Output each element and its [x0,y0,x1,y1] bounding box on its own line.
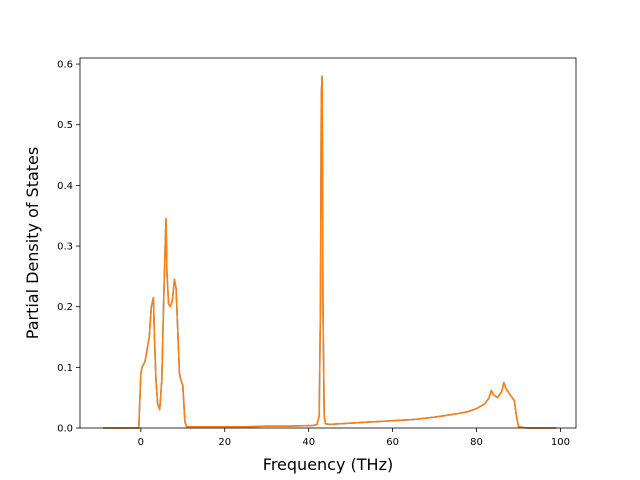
x-tick-label: 80 [470,437,483,448]
x-tick-label: 100 [551,437,570,448]
series-line-1 [103,75,557,429]
series-layer [103,75,557,429]
plot-frame [79,57,577,429]
x-tick-label: 0 [138,437,144,448]
ticks-layer: 0 20 40 60 80 100 0.0 0.1 0.2 0.3 0.4 0.5 0.6 [57,60,570,448]
x-tick-label: 60 [386,437,399,448]
y-tick-label: 0.1 [57,363,73,374]
x-tick-label: 20 [218,437,231,448]
x-tick-label: 40 [302,437,315,448]
y-tick-label: 0.3 [57,242,73,253]
y-tick-label: 0.4 [57,181,73,192]
y-tick-label: 0.2 [57,302,73,313]
y-tick-label: 0.5 [57,120,73,131]
y-tick-label: 0.0 [57,424,73,435]
y-axis-label: Partial Density of States [23,147,42,339]
x-axis-label: Frequency (THz) [263,455,393,474]
y-tick-label: 0.6 [57,60,73,71]
